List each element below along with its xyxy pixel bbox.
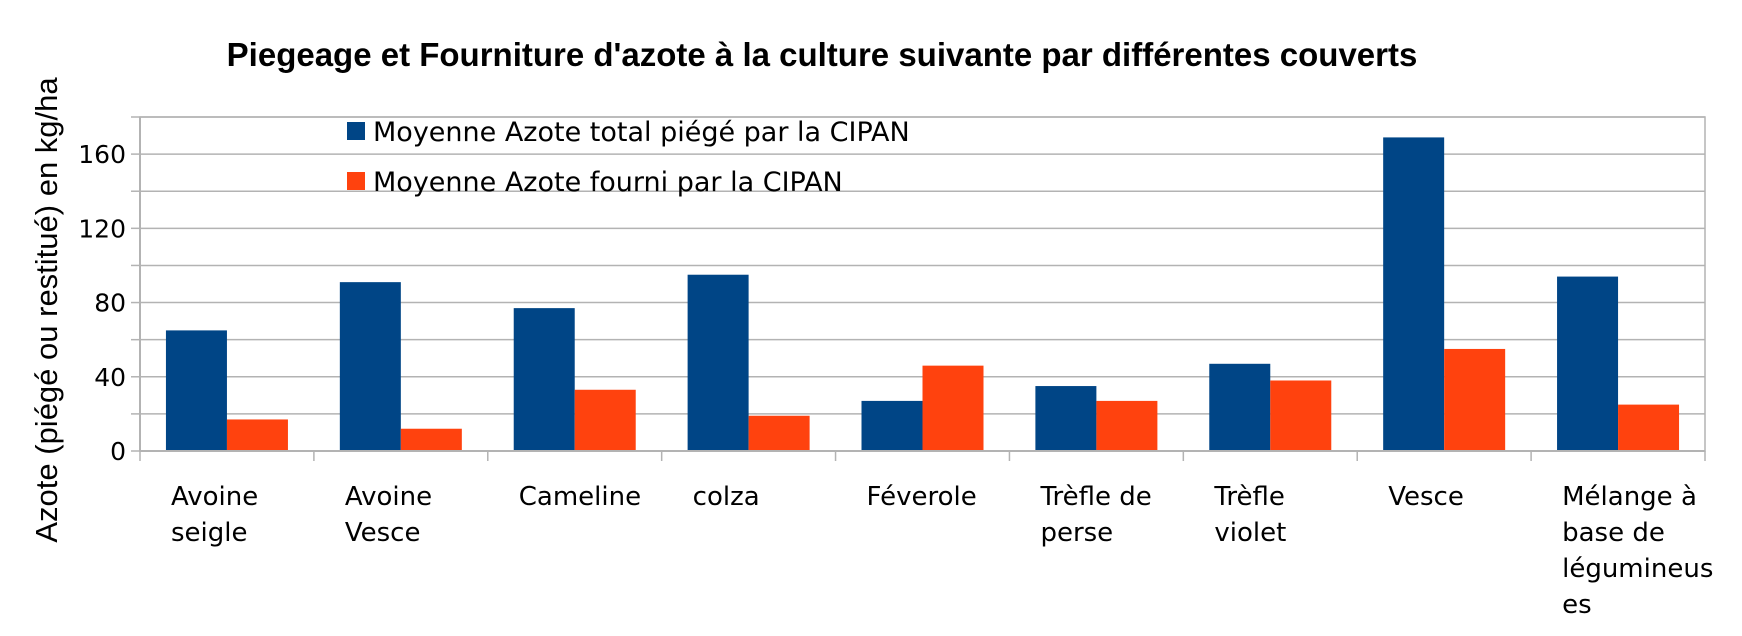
bar <box>513 308 575 451</box>
x-category-label-line: es <box>1562 590 1592 620</box>
x-category-label-line: Mélange à <box>1562 482 1697 512</box>
bar <box>574 389 636 451</box>
x-category-label-line: Féverole <box>867 482 977 512</box>
bar <box>400 428 462 451</box>
x-category-label: Vesce <box>1388 482 1464 512</box>
x-category-label-line: Trèfle de <box>1039 482 1151 512</box>
bar <box>687 274 749 451</box>
x-category-label: colza <box>693 482 760 512</box>
bar <box>1270 380 1332 451</box>
x-category-label-line: perse <box>1040 518 1113 548</box>
x-category-label-line: colza <box>693 482 760 512</box>
x-category-label-line: légumineus <box>1562 554 1713 584</box>
bar <box>1383 137 1445 451</box>
x-category-label: Cameline <box>519 482 641 512</box>
bar <box>1618 404 1680 451</box>
bar <box>226 419 288 451</box>
legend-entry: Moyenne Azote total piégé par la CIPAN <box>373 117 910 148</box>
legend-swatch <box>347 172 365 190</box>
x-category-label: Trèfle de perse <box>1039 482 1151 548</box>
legend-swatch <box>347 122 365 140</box>
axes <box>131 116 1706 461</box>
bar <box>1096 400 1158 451</box>
bar <box>922 365 984 451</box>
x-category-label: Mélange à base de légumineus es <box>1562 482 1713 620</box>
x-category-label-line: Vesce <box>1388 482 1464 512</box>
x-category-label-line: violet <box>1214 518 1286 548</box>
x-category-label-line: Cameline <box>519 482 641 512</box>
x-category-label: Trèfle violet <box>1213 482 1286 548</box>
chart-title: Piegeage et Fourniture d'azote à la cult… <box>227 36 1418 73</box>
x-category-label-line: seigle <box>171 518 248 548</box>
y-tick-labels: 0 40 80 120 160 <box>78 140 126 466</box>
bar <box>339 282 401 451</box>
x-category-label-line: Trèfle <box>1213 482 1285 512</box>
bar <box>165 330 227 451</box>
x-category-label-line: Vesce <box>345 518 421 548</box>
x-category-label: Féverole <box>867 482 977 512</box>
legend: Moyenne Azote total piégé par la CIPAN Mo… <box>347 117 910 198</box>
bar <box>1444 348 1506 451</box>
y-tick-label: 160 <box>78 140 126 169</box>
x-category-label: Avoine seigle <box>171 482 258 548</box>
x-category-label-line: Avoine <box>171 482 258 512</box>
bars <box>165 137 1680 451</box>
x-category-label: Avoine Vesce <box>345 482 432 548</box>
bar <box>748 415 810 451</box>
y-tick-label: 120 <box>78 214 126 243</box>
bar <box>1035 386 1097 451</box>
bar <box>1557 276 1619 451</box>
y-tick-label: 0 <box>110 437 126 466</box>
y-axis-label: Azote (piégé ou restitué) en kg/ha <box>29 77 64 543</box>
x-category-label-line: Avoine <box>345 482 432 512</box>
bar <box>861 400 923 451</box>
x-category-labels: Avoine seigle Avoine Vesce Cameline colza Féve… <box>171 482 1713 620</box>
x-category-label-line: base de <box>1562 518 1665 548</box>
y-tick-label: 40 <box>94 363 126 392</box>
legend-entry: Moyenne Azote fourni par la CIPAN <box>373 167 843 198</box>
bar <box>1209 363 1271 451</box>
y-tick-label: 80 <box>94 289 126 318</box>
